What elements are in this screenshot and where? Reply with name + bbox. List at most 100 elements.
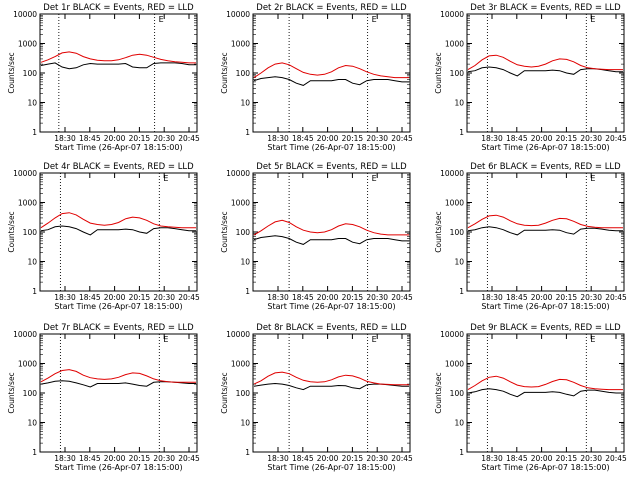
panel-title: Det 9r BLACK = Events, RED = LLD	[470, 323, 621, 333]
series-line-black	[467, 388, 623, 398]
x-tick-label: 20:00	[317, 293, 339, 302]
x-tick-label: 20:00	[531, 134, 553, 143]
x-tick-label: 20:45	[605, 134, 627, 143]
y-axis-label: Counts/sec	[7, 211, 16, 252]
x-tick-label: 18:45	[506, 454, 528, 463]
y-tick-label: 1	[32, 287, 37, 296]
panel-7: Det 7r BLACK = Events, RED = LLD 1 10 100 10…	[7, 323, 200, 472]
y-tick-label: 10000	[13, 10, 37, 19]
y-tick-label: 100	[450, 69, 465, 78]
y-tick-label: 100	[236, 389, 251, 398]
panel-2: Det 2r BLACK = Events, RED = LLD 1 10 100 10…	[220, 3, 413, 152]
x-tick-label: 18:30	[54, 454, 76, 463]
x-tick-label: 20:45	[391, 134, 413, 143]
y-tick-label: 1	[459, 287, 464, 296]
x-tick-label: 20:45	[391, 293, 413, 302]
e-marker-label: E	[159, 15, 164, 24]
x-tick-label: 20:00	[104, 454, 126, 463]
axes-frame	[252, 172, 411, 292]
y-tick-label: 1	[459, 448, 464, 457]
x-tick-label: 20:00	[317, 134, 339, 143]
panel-5: Det 5r BLACK = Events, RED = LLD 1 10 100 10…	[220, 162, 413, 311]
x-tick-label: 20:15	[342, 454, 364, 463]
series-line-black	[253, 76, 409, 86]
x-tick-label: 20:00	[531, 454, 553, 463]
axes-frame	[466, 333, 625, 453]
series-line-black	[467, 66, 623, 77]
x-tick-label: 18:30	[481, 134, 503, 143]
y-tick-label: 100	[236, 228, 251, 237]
y-tick-label: 10	[27, 419, 37, 428]
x-tick-label: 18:30	[481, 293, 503, 302]
y-tick-label: 10000	[440, 10, 464, 19]
x-tick-label: 18:45	[79, 454, 101, 463]
y-axis-label: Counts/sec	[7, 52, 16, 93]
panel-6: Det 6r BLACK = Events, RED = LLD 1 10 100 10…	[434, 162, 627, 311]
x-tick-label: 18:30	[481, 454, 503, 463]
x-axis-label: Start Time (26-Apr-07 18:15:00)	[54, 302, 182, 311]
y-tick-label: 10000	[13, 169, 37, 178]
y-axis-label: Counts/sec	[220, 211, 229, 252]
x-tick-label: 20:30	[153, 134, 175, 143]
e-marker-label: E	[590, 335, 595, 344]
y-tick-label: 10000	[440, 169, 464, 178]
x-tick-label: 18:45	[292, 293, 314, 302]
axes-frame	[39, 13, 198, 133]
y-tick-label: 10000	[440, 330, 464, 339]
axes-frame	[252, 13, 411, 133]
y-axis-label: Counts/sec	[7, 372, 16, 413]
y-tick-label: 100	[23, 69, 38, 78]
y-axis-label: Counts/sec	[434, 52, 443, 93]
y-tick-label: 10	[454, 419, 464, 428]
panel-4: Det 4r BLACK = Events, RED = LLD 1 10 100 10…	[7, 162, 200, 311]
y-tick-label: 1	[245, 128, 250, 137]
y-tick-label: 1000	[445, 199, 464, 208]
series-line-red	[253, 371, 409, 386]
x-tick-label: 20:15	[556, 454, 578, 463]
y-tick-label: 1000	[445, 360, 464, 369]
x-tick-label: 20:30	[580, 134, 602, 143]
series-line-red	[40, 369, 196, 383]
x-tick-label: 20:45	[178, 454, 200, 463]
x-axis-label: Start Time (26-Apr-07 18:15:00)	[481, 463, 609, 472]
x-tick-label: 20:30	[153, 293, 175, 302]
y-tick-label: 10	[240, 258, 250, 267]
y-tick-label: 10	[454, 99, 464, 108]
y-tick-label: 10	[27, 258, 37, 267]
y-axis-label: Counts/sec	[434, 211, 443, 252]
panel-title: Det 5r BLACK = Events, RED = LLD	[256, 162, 407, 172]
x-tick-label: 18:30	[267, 134, 289, 143]
x-tick-label: 20:30	[366, 454, 388, 463]
x-tick-label: 18:30	[54, 293, 76, 302]
x-tick-label: 20:00	[531, 293, 553, 302]
y-tick-label: 1	[32, 128, 37, 137]
y-tick-label: 10	[454, 258, 464, 267]
series-line-red	[467, 214, 623, 229]
x-tick-label: 20:15	[129, 293, 151, 302]
x-tick-label: 20:00	[317, 454, 339, 463]
x-tick-label: 18:45	[292, 454, 314, 463]
x-axis-label: Start Time (26-Apr-07 18:15:00)	[267, 463, 395, 472]
x-axis-label: Start Time (26-Apr-07 18:15:00)	[267, 143, 395, 152]
y-tick-label: 1000	[231, 360, 250, 369]
y-tick-label: 1	[245, 287, 250, 296]
x-tick-label: 20:15	[342, 134, 364, 143]
e-marker-label: E	[590, 174, 595, 183]
e-marker-label: E	[372, 335, 377, 344]
x-axis-label: Start Time (26-Apr-07 18:15:00)	[267, 302, 395, 311]
x-tick-label: 18:45	[79, 134, 101, 143]
x-axis-label: Start Time (26-Apr-07 18:15:00)	[54, 143, 182, 152]
series-line-red	[40, 212, 196, 229]
panel-title: Det 6r BLACK = Events, RED = LLD	[470, 162, 621, 172]
axes-frame	[39, 172, 198, 292]
y-tick-label: 1	[245, 448, 250, 457]
series-line-black	[467, 226, 623, 236]
y-tick-label: 10000	[226, 169, 250, 178]
x-tick-label: 18:45	[292, 134, 314, 143]
series-line-black	[40, 62, 196, 70]
y-tick-label: 1000	[445, 40, 464, 49]
y-tick-label: 100	[23, 228, 38, 237]
series-line-black	[40, 225, 196, 236]
panel-title: Det 7r BLACK = Events, RED = LLD	[43, 323, 194, 333]
